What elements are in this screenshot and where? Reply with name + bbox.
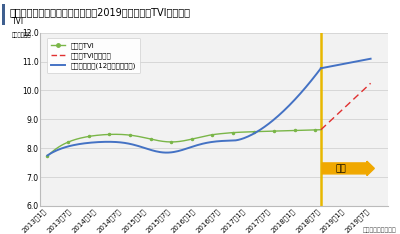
Text: 図　大阪府の需給ギャップ推移と2019年の空室率TVI推移予測: 図 大阪府の需給ギャップ推移と2019年の空室率TVI推移予測: [10, 8, 191, 18]
Text: （ポイント）: （ポイント）: [12, 33, 32, 38]
Legend: 空室率TVI, 空室率TVI推移予測, 需給ギャップ(12か月移動平均): 空室率TVI, 空室率TVI推移予測, 需給ギャップ(12か月移動平均): [47, 38, 140, 73]
FancyArrow shape: [322, 161, 374, 176]
Text: 予測: 予測: [336, 164, 346, 173]
Bar: [2, 4, 5, 25]
Text: 分析：株式会社タス: 分析：株式会社タス: [362, 227, 396, 233]
Text: TVI: TVI: [12, 17, 24, 26]
